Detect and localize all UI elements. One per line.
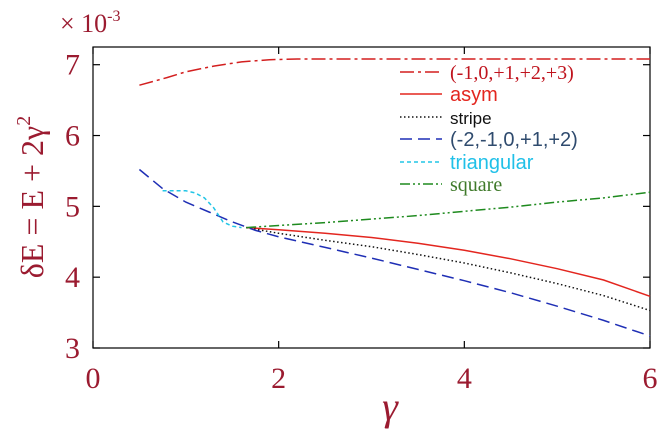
series-layer <box>138 58 651 337</box>
y-axis-label-main: δE = E + 2γ <box>14 126 50 278</box>
series-line-2-1-0-1-2 <box>138 168 651 337</box>
legend-label: triangular <box>450 152 534 174</box>
x-tick-label: 6 <box>643 362 658 395</box>
series-line-asym <box>246 226 651 298</box>
y-tick-label: 3 <box>65 332 80 365</box>
y-axis-label-sup: 2 <box>13 116 35 126</box>
legend: (-1,0,+1,+2,+3)asym stripe(-2,-1,0,+1,+2)… <box>400 62 578 196</box>
legend-label: (-1,0,+1,+2,+3) <box>450 62 574 84</box>
series-line-stripe <box>246 226 651 312</box>
legend-label: asym <box>450 84 498 106</box>
y-axis-label: δE = E + 2γ2 <box>13 116 50 278</box>
x-tick-label: 0 <box>86 362 101 395</box>
x-tick-label: 4 <box>457 362 472 395</box>
multiplier-base: × 10 <box>60 9 107 38</box>
multiplier-label: × 10-3 <box>60 8 121 38</box>
legend-label: stripe <box>450 109 492 128</box>
y-tick-label: 4 <box>65 261 80 294</box>
series-line-triangular <box>162 190 242 229</box>
y-tick-label: 7 <box>65 49 80 82</box>
ticks-layer: 0 2 4 6 3 4 5 6 7 <box>65 47 658 395</box>
series-line-1-0-1-2-3 <box>139 58 650 86</box>
plot-frame <box>92 46 651 349</box>
legend-label: (-2,-1,0,+1,+2) <box>450 129 578 151</box>
y-tick-label: 5 <box>65 190 80 223</box>
multiplier-exponent: -3 <box>107 8 120 25</box>
x-axis-label: γ <box>382 384 399 429</box>
legend-label: square <box>450 174 502 196</box>
x-tick-label: 2 <box>271 362 286 395</box>
y-tick-label: 6 <box>65 120 80 153</box>
series-line-square <box>246 191 651 229</box>
